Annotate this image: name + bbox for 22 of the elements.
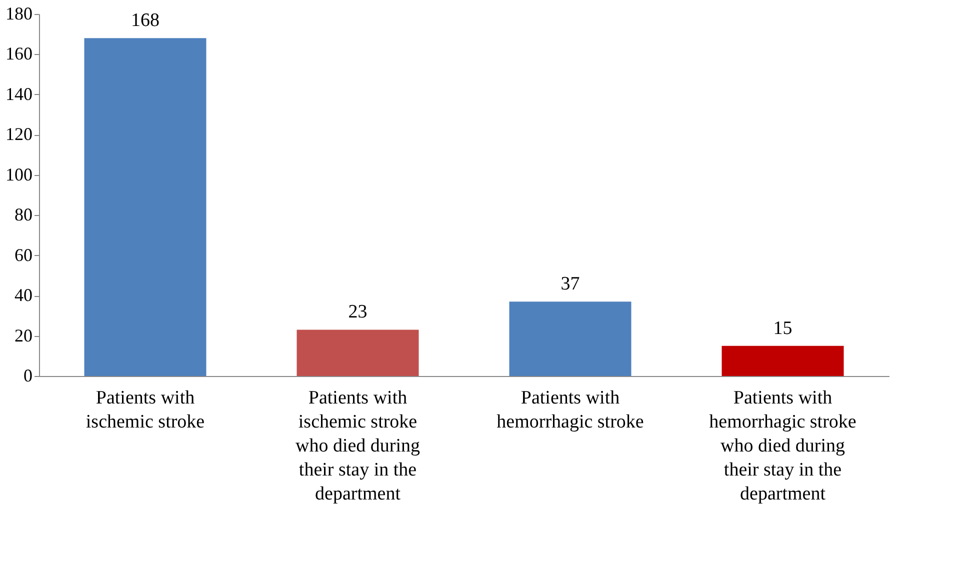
bar bbox=[84, 38, 206, 376]
y-tick-label: 60 bbox=[14, 244, 32, 265]
y-tick-label: 80 bbox=[14, 204, 32, 225]
bar bbox=[509, 302, 632, 376]
y-tick-label: 20 bbox=[14, 325, 32, 346]
y-tick-label: 0 bbox=[24, 366, 32, 386]
y-tick-label: 160 bbox=[6, 44, 32, 64]
x-tick-label: Patients with ischemic stroke bbox=[86, 388, 205, 432]
x-tick-label: Patients with hemorrhagic stroke bbox=[496, 388, 644, 432]
data-label: 15 bbox=[773, 318, 792, 339]
y-tick-label: 180 bbox=[6, 4, 32, 24]
y-tick-label: 100 bbox=[6, 164, 32, 184]
x-tick-label: Patients with hemorrhagic stroke who died during their stay in the department bbox=[709, 388, 856, 504]
data-label: 168 bbox=[131, 10, 160, 32]
y-tick-label: 40 bbox=[14, 285, 32, 306]
bar bbox=[722, 346, 844, 376]
data-label: 37 bbox=[560, 274, 580, 295]
y-tick-label: 120 bbox=[6, 124, 32, 144]
data-label: 23 bbox=[348, 302, 368, 323]
bar bbox=[296, 330, 419, 376]
y-tick-label: 140 bbox=[6, 84, 32, 104]
x-tick-label: Patients with ischemic stroke who died during their stay in the department bbox=[295, 388, 421, 504]
